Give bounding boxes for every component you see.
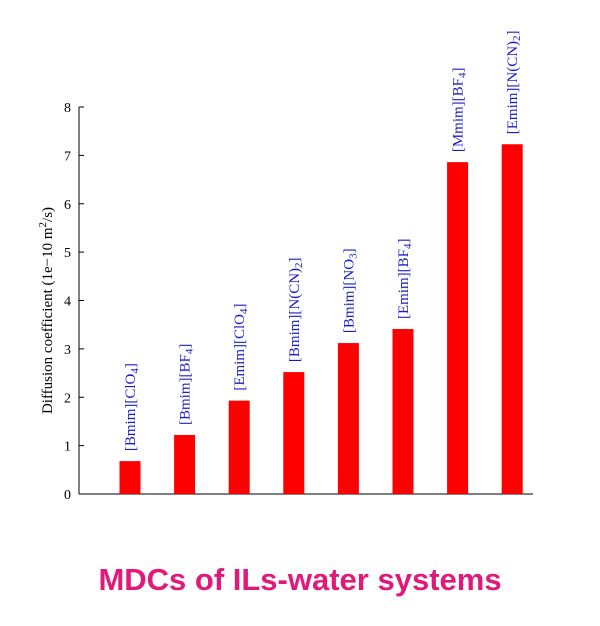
y-tick-label: 8 [64,101,71,116]
bar-label: [Emim][ClO4] [232,303,250,390]
bar [501,144,523,494]
y-tick-label: 1 [64,440,71,455]
bar [119,461,141,494]
bar-label: [Mmim][BF4] [451,67,469,152]
bar-label: [Bmim][NO3] [341,248,359,333]
bar-label: [Emim][N(CN)2] [505,30,523,134]
y-tick-label: 2 [64,391,71,406]
bar [283,372,305,494]
bar [447,162,469,494]
y-tick-label: 7 [64,149,71,164]
bar [392,329,414,494]
bar-label: [Bmim][ClO4] [123,363,141,451]
y-tick-label: 6 [64,198,71,213]
y-tick-label: 5 [64,246,71,261]
bar [174,434,196,494]
y-tick-label: 4 [64,295,71,310]
y-tick-label: 0 [64,488,71,503]
bar-label: [Bmim][BF4] [178,344,196,425]
chart-title: MDCs of ILs-water systems [98,562,502,597]
y-axis-label: Diffusion coefficient (1e−10 m2/s) [37,207,56,414]
bar-label: [Emim][BF4] [396,239,414,320]
bar-chart: 0 1 2 3 4 5 6 7 8 [Bmim][ClO4] [Bmim][BF4] [Emim][… [37,30,533,503]
bar-labels: [Bmim][ClO4] [Bmim][BF4] [Emim][ClO4] [Bmim… [123,30,523,451]
axes: 0 1 2 3 4 5 6 7 8 [64,101,533,503]
bar-label: [Bmim][N(CN)2] [287,257,305,362]
y-tick-label: 3 [64,343,71,358]
bars [119,144,523,494]
bar [228,400,250,494]
bar [337,343,359,494]
